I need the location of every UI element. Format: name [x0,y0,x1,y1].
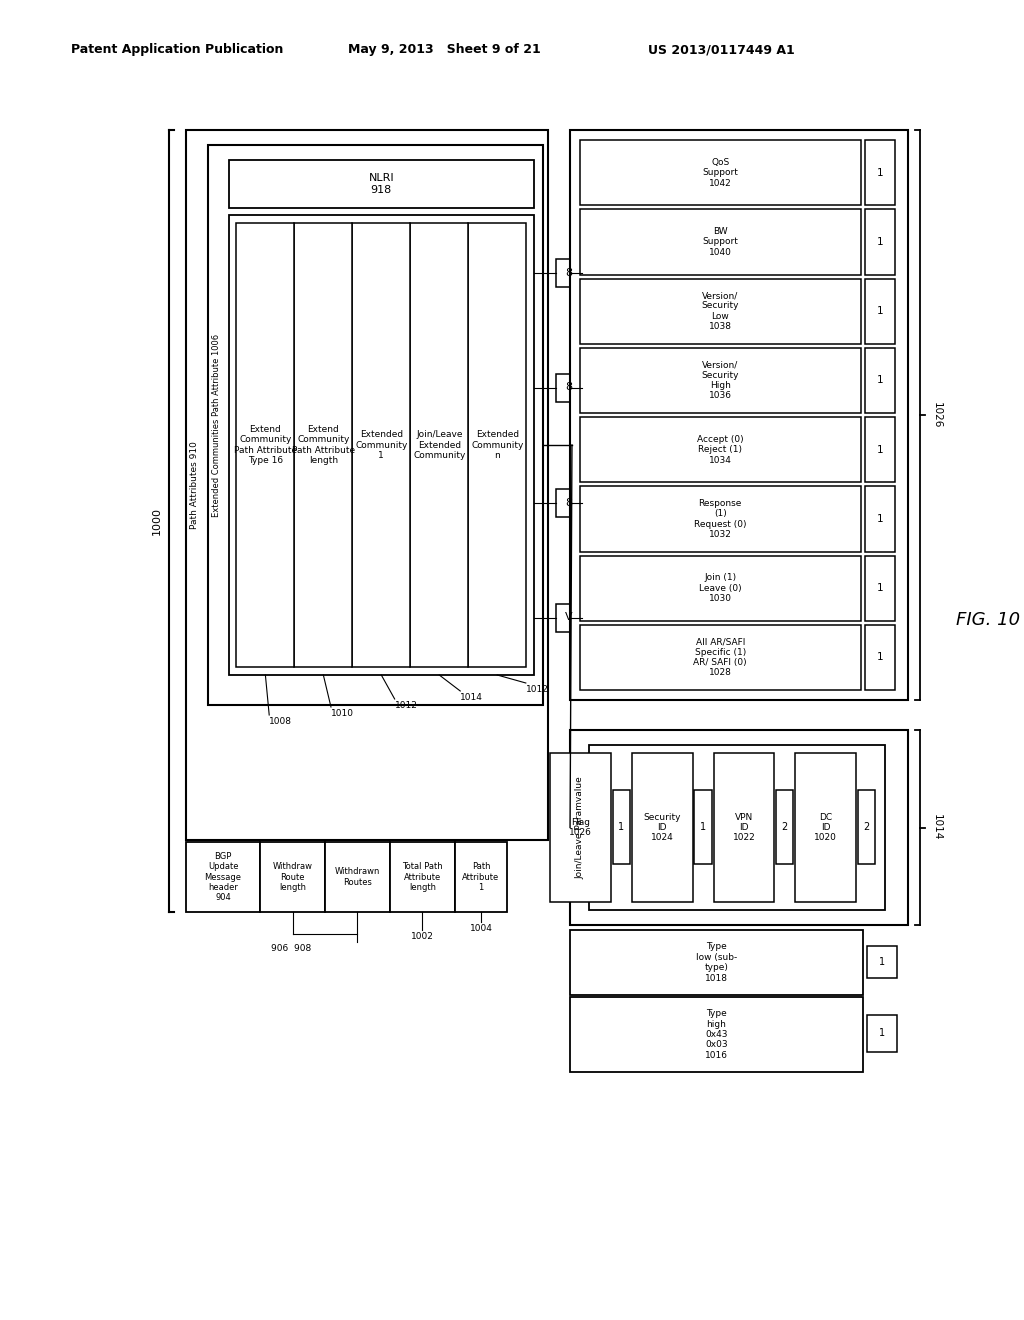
Text: 2: 2 [781,822,787,832]
Text: All AR/SAFI
Specific (1)
AR/ SAFI (0)
1028: All AR/SAFI Specific (1) AR/ SAFI (0) 10… [693,638,748,677]
Text: 1: 1 [879,1028,885,1039]
Text: 1: 1 [877,236,883,247]
Bar [864,486,895,552]
Bar [186,129,548,840]
Bar [864,347,895,413]
Bar [580,624,861,690]
Text: US 2013/0117449 A1: US 2013/0117449 A1 [648,44,795,57]
Text: Type
high
0x43
0x03
1016: Type high 0x43 0x03 1016 [705,1010,728,1060]
Bar [570,931,862,995]
Text: 1008: 1008 [269,717,292,726]
Text: QoS
Support
1042: QoS Support 1042 [702,157,738,187]
Bar [228,160,534,209]
Text: VPN
ID
1022: VPN ID 1022 [732,813,756,842]
Bar [580,556,861,620]
Text: 1: 1 [877,652,883,663]
Text: Path Attributes 910: Path Attributes 910 [190,441,199,529]
Bar [186,842,260,912]
Text: 1014: 1014 [460,693,483,702]
Bar [580,210,861,275]
Bar [468,223,526,667]
Text: 906  908: 906 908 [270,944,311,953]
Bar [632,752,692,902]
Text: 1026: 1026 [932,401,942,428]
Text: Security
ID
1024: Security ID 1024 [643,813,681,842]
Bar [570,997,862,1072]
Text: Response
(1)
Request (0)
1032: Response (1) Request (0) 1032 [694,499,746,539]
Bar [694,789,712,865]
Bar [866,946,897,978]
Text: NLRI
918: NLRI 918 [369,173,394,195]
Text: 8: 8 [565,498,572,507]
Bar [570,730,908,925]
Bar [455,842,507,912]
Text: Join (1)
Leave (0)
1030: Join (1) Leave (0) 1030 [699,573,741,603]
Text: 2: 2 [863,822,869,832]
Bar [864,624,895,690]
Text: V: V [565,612,572,623]
Text: Type
low (sub-
type)
1018: Type low (sub- type) 1018 [695,942,737,982]
Bar [612,789,630,865]
Bar [580,347,861,413]
Text: Extend
Community
Path Attribute
Type 16: Extend Community Path Attribute Type 16 [233,425,297,465]
Bar [858,789,876,865]
Text: 8: 8 [565,383,572,392]
Text: Total Path
Attribute
length: Total Path Attribute length [402,862,442,892]
Bar [866,1015,897,1052]
Text: 1: 1 [700,822,707,832]
Text: Version/
Security
Low
1038: Version/ Security Low 1038 [701,290,739,331]
Bar [325,842,390,912]
Text: Extended
Community
1: Extended Community 1 [355,430,408,459]
Bar [714,752,774,902]
Bar [580,140,861,205]
Text: Join/Leave Paramvalue: Join/Leave Paramvalue [575,776,584,879]
Text: Path
Attribute
1: Path Attribute 1 [462,862,500,892]
Bar [260,842,325,912]
Bar [864,417,895,482]
Text: 8: 8 [565,268,572,277]
Text: May 9, 2013   Sheet 9 of 21: May 9, 2013 Sheet 9 of 21 [348,44,541,57]
Bar [352,223,411,667]
Bar [390,842,455,912]
Bar [294,223,352,667]
Text: 1002: 1002 [411,932,434,941]
Text: 1010: 1010 [331,709,354,718]
Text: BGP
Update
Message
header
904: BGP Update Message header 904 [205,851,242,903]
Text: 1: 1 [618,822,625,832]
Text: Extend
Community
Path Attribute
length: Extend Community Path Attribute length [292,425,355,465]
Text: 1: 1 [877,306,883,315]
Bar [570,129,908,700]
Text: Extended Communities Path Attribute 1006: Extended Communities Path Attribute 1006 [212,334,221,516]
Text: DC
ID
1020: DC ID 1020 [814,813,837,842]
Bar [237,223,294,667]
Bar [556,603,583,631]
Bar [796,752,856,902]
Bar [864,210,895,275]
Bar [556,488,583,516]
Text: Extended
Community
n: Extended Community n [471,430,523,459]
Bar [208,145,544,705]
Text: 1: 1 [877,168,883,178]
Bar [580,417,861,482]
Bar [556,374,583,401]
Bar [776,789,794,865]
Text: 1012: 1012 [394,701,418,710]
Bar [411,223,468,667]
Text: Patent Application Publication: Patent Application Publication [72,44,284,57]
Text: 1: 1 [877,513,883,524]
Text: Withdrawn
Routes: Withdrawn Routes [335,867,380,887]
Bar [864,556,895,620]
Bar [580,279,861,343]
Text: 1: 1 [877,375,883,385]
Text: Flag
1026: Flag 1026 [569,818,592,837]
Text: 1: 1 [877,583,883,593]
Bar [864,140,895,205]
Text: Version/
Security
High
1036: Version/ Security High 1036 [701,360,739,400]
Bar [228,215,534,675]
Text: Join/Leave
Extended
Community: Join/Leave Extended Community [413,430,466,459]
Text: 1014: 1014 [932,814,942,841]
Bar [580,486,861,552]
Text: 1000: 1000 [153,507,162,535]
Bar [550,752,610,902]
Text: Accept (0)
Reject (1)
1034: Accept (0) Reject (1) 1034 [697,434,743,465]
